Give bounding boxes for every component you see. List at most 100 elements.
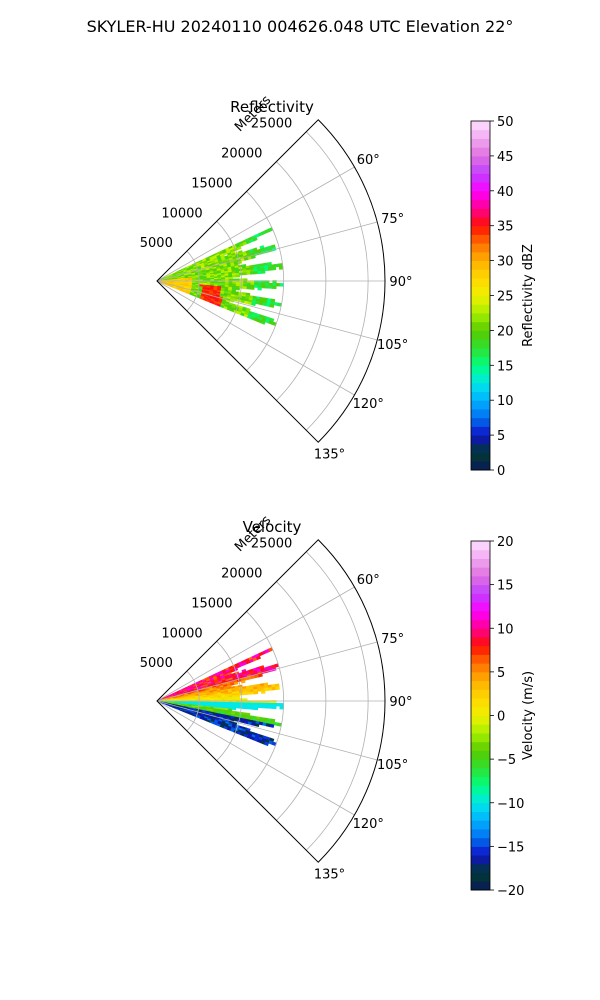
colorbar-segment: [471, 216, 490, 227]
data-cell: [279, 703, 284, 707]
colorbar-tick-label: 40: [497, 185, 514, 200]
data-cell: [246, 271, 251, 275]
data-cell: [275, 686, 280, 691]
colorbar-segment: [471, 435, 490, 445]
data-cell: [264, 687, 269, 692]
colorbar-segment: [471, 452, 490, 462]
colorbar-tick-label: 45: [497, 150, 514, 165]
azimuth-tick-label: 60°: [357, 153, 380, 168]
range-tick-label: 10000: [161, 626, 202, 641]
data-cell: [232, 275, 237, 278]
colorbar-segment: [471, 225, 490, 235]
data-cell: [260, 690, 266, 694]
colorbar-segment: [471, 321, 490, 331]
data-cell: [269, 303, 275, 308]
sector-frame: [156, 539, 386, 863]
data-cell: [254, 723, 260, 728]
colorbar-segment: [471, 461, 490, 471]
colorbar-segment: [471, 724, 490, 734]
colorbar-segment: [471, 295, 490, 305]
colorbar-segment: [471, 654, 490, 664]
data-cell: [235, 274, 241, 278]
colorbar-label: Reflectivity dBZ: [521, 244, 536, 347]
colorbar-segment: [471, 365, 490, 375]
colorbar-segment: [471, 645, 490, 655]
data-cell: [272, 705, 277, 710]
colorbar-segment: [471, 567, 490, 577]
data-cell: [235, 287, 240, 291]
colorbar-segment: [471, 619, 490, 629]
data-cell: [264, 267, 269, 272]
colorbar-segment: [471, 549, 490, 559]
colorbar-tick-label: 30: [497, 255, 514, 270]
data-cell: [252, 237, 258, 242]
colorbar-tick-label: −15: [497, 840, 524, 855]
data-cell: [268, 705, 273, 709]
data-cell: [269, 723, 275, 728]
data-cell: [275, 703, 281, 707]
colorbar-segment: [471, 182, 490, 192]
azimuth-grid-line: [156, 280, 378, 341]
colorbar-segment: [471, 356, 490, 366]
data-cell: [258, 673, 263, 678]
radar-panels: Reflectivity500010000150002000025000Mete…: [140, 93, 536, 899]
azimuth-tick-label: 135°: [314, 868, 345, 883]
data-cell: [250, 286, 255, 290]
azimuth-tick-label: 135°: [314, 448, 345, 463]
colorbar-segment: [471, 190, 490, 201]
colorbar: −20 −15 −10 −5 0 5 10 15 20 Velocity (m/s): [470, 535, 536, 899]
colorbar: 0 5 10 15 20 25 30 35 40 45 50 Reflectivity dBZ: [470, 115, 536, 479]
colorbar-segment: [471, 575, 490, 586]
colorbar-segment: [471, 750, 490, 760]
colorbar-segment: [471, 628, 490, 638]
data-cell: [257, 270, 262, 275]
panel-velocity: Velocity500010000150002000025000Meters60…: [140, 513, 536, 899]
colorbar-segment: [471, 776, 490, 786]
range-tick-label: 20000: [221, 567, 262, 582]
colorbar-segment: [471, 243, 490, 253]
colorbar-segment: [471, 312, 490, 323]
colorbar-segment: [471, 426, 490, 436]
data-cell: [253, 271, 259, 275]
data-cell: [250, 691, 255, 695]
colorbar-segment: [471, 330, 490, 340]
colorbar-segment: [471, 269, 490, 279]
azimuth-tick-label: 90°: [389, 695, 412, 710]
data-cell: [257, 688, 262, 692]
colorbar-segment: [471, 846, 490, 856]
colorbar-segment: [471, 541, 490, 551]
data-cell: [242, 706, 248, 710]
range-tick-label: 15000: [191, 596, 232, 611]
data-cell: [253, 707, 259, 711]
colorbar-segment: [471, 689, 490, 699]
data-cell: [250, 271, 255, 275]
colorbar-segment: [471, 584, 490, 594]
data-cell: [255, 655, 262, 661]
colorbar-segment: [471, 767, 490, 778]
data-cell: [264, 285, 270, 289]
panel-reflectivity: Reflectivity500010000150002000025000Mete…: [140, 93, 536, 479]
data-cell: [231, 707, 237, 711]
colorbar-segment: [471, 199, 490, 209]
azimuth-tick-label: 60°: [357, 573, 380, 588]
data-cell: [242, 272, 248, 276]
colorbar-segment: [471, 785, 490, 795]
data-cell: [257, 287, 262, 291]
data-cell: [260, 270, 266, 274]
data-cell: [253, 284, 259, 288]
colorbar-segment: [471, 138, 490, 148]
colorbar-segment: [471, 374, 490, 384]
colorbar-segment: [471, 147, 490, 157]
colorbar-segment: [471, 339, 490, 349]
azimuth-tick-label: 105°: [377, 758, 408, 773]
colorbar-tick-label: 10: [497, 394, 514, 409]
colorbar-segment: [471, 732, 490, 743]
colorbar-segment: [471, 408, 490, 419]
data-cell: [250, 706, 255, 710]
azimuth-tick-label: 75°: [381, 212, 404, 227]
azimuth-tick-label: 120°: [353, 817, 384, 832]
range-tick-label: 5000: [140, 236, 173, 251]
colorbar-segment: [471, 636, 490, 647]
sector-frame: [156, 119, 386, 443]
